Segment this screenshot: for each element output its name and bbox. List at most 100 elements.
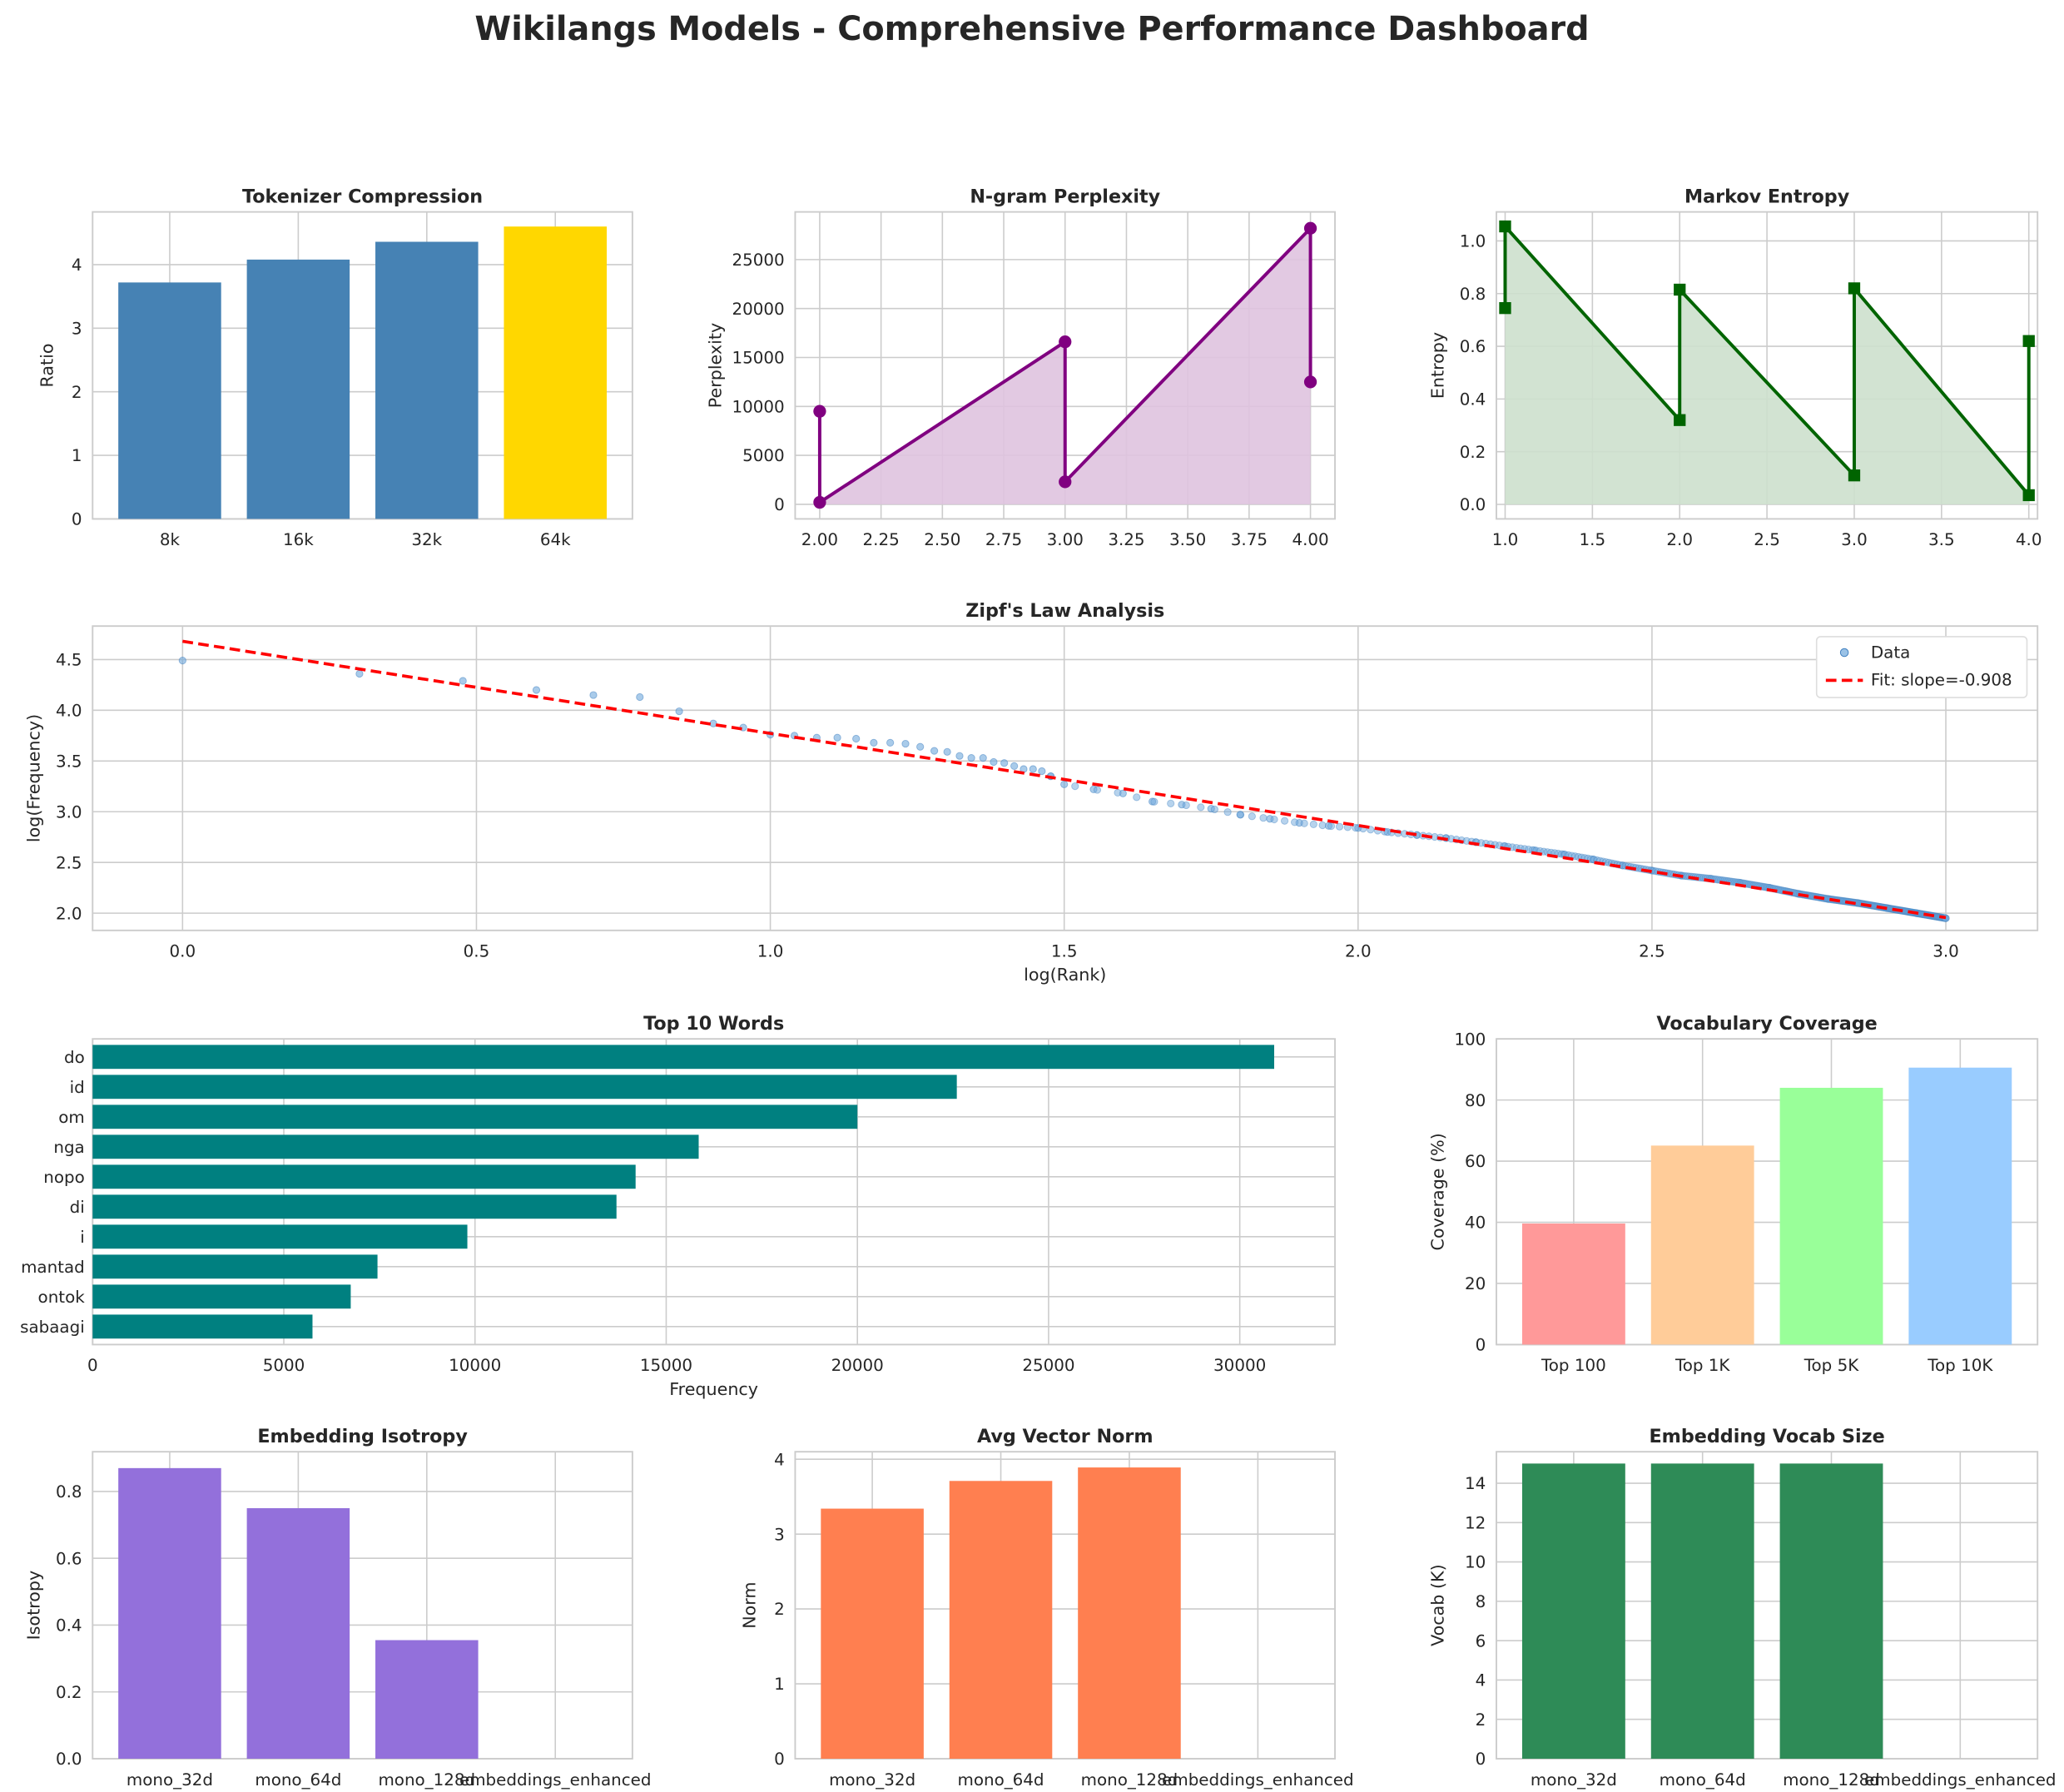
x-tick-label: mono_128d [1783,1770,1880,1790]
legend-marker-data [1839,648,1849,658]
x-tick-label: 3.50 [1169,530,1206,549]
y-tick-label: 1 [774,1675,785,1694]
x-tick-label: Top 5K [1804,1356,1859,1375]
y-tick-label: id [70,1078,85,1097]
y-tick-label: 1.0 [1460,232,1486,251]
chart-title: Markov Entropy [1684,186,1850,207]
data-point [636,692,644,702]
data-point [1236,811,1244,819]
x-tick-label: 5000 [263,1356,305,1375]
x-tick-label: mono_32d [829,1770,915,1790]
x-tick-label: 3.0 [1933,942,1959,961]
y-axis-label: Vocab (K) [1427,1564,1447,1646]
y-tick-label: 0 [72,510,82,529]
y-tick-label: 0.4 [56,1616,82,1636]
y-axis-label: Entropy [1427,332,1447,399]
chart-ent: 1.0 1.5 2.0 2.5 3.0 3.5 4.0 0.0 0.2 0.4 0.6 0.8 1.0 M… [1427,186,2042,549]
y-tick-label: 2.5 [56,853,82,872]
bar-Top 10K [1908,1067,2012,1345]
x-tick-label: 3.25 [1108,530,1144,549]
y-tick-label: 4.0 [56,702,82,721]
bar-do [92,1045,1274,1070]
bar-32k [375,241,479,519]
x-tick-label: 15000 [640,1356,692,1375]
data-point [1038,767,1046,776]
data-point [1318,821,1327,830]
chart-title: Tokenizer Compression [242,186,483,207]
data-point [1071,782,1079,791]
y-tick-label: 3.0 [56,802,82,822]
y-tick-label: 4 [72,256,82,275]
x-tick-label: 2.75 [985,530,1022,549]
data-point [870,738,878,747]
data-point [1280,817,1289,825]
y-tick-label: 0.2 [56,1683,82,1702]
data-point [1059,475,1072,489]
x-tick-label: mono_128d [378,1770,475,1790]
chart-norm: mono_32d mono_64d mono_128dembeddings_enha… [740,1426,1354,1790]
data-point [1210,805,1219,814]
y-tick-label: 4 [1476,1671,1486,1690]
y-tick-label: 0 [1476,1336,1486,1355]
data-point [1848,282,1861,295]
y-tick-label: 12 [1465,1513,1486,1532]
x-tick-label: 64k [540,530,571,549]
y-axis-label: Ratio [37,343,57,387]
bar-Top 5K [1779,1087,1883,1345]
y-tick-label: i [80,1228,85,1247]
x-axis-label: log(Rank) [1024,965,1106,985]
x-tick-label: mono_64d [1660,1770,1746,1790]
y-tick-label: 0 [1476,1750,1486,1769]
data-point [589,691,598,699]
data-point [1848,469,1861,482]
legend-label-fit: Fit: slope=-0.908 [1871,671,2012,690]
y-tick-label: 5000 [742,446,785,465]
x-tick-label: 2.00 [801,530,838,549]
bar-Top 100 [1521,1223,1625,1345]
y-tick-label: 2.0 [56,904,82,923]
data-point [1309,820,1317,829]
y-tick-label: 40 [1465,1214,1486,1233]
data-point [990,757,998,767]
y-tick-label: 1 [72,446,82,465]
chart-ppl: 2.00 2.25 2.50 2.75 3.00 3.25 3.50 3.75 4.00 0 500… [705,186,1337,549]
y-tick-label: 4 [774,1450,785,1469]
x-tick-label: 2.0 [1345,942,1372,961]
y-tick-label: 0.0 [56,1750,82,1769]
bar-ontok [92,1284,351,1309]
x-tick-label: 3.75 [1231,530,1268,549]
data-point [355,669,364,678]
x-tick-label: 3.00 [1047,530,1084,549]
x-tick-label: 30000 [1213,1356,1266,1375]
bar-id [92,1075,957,1100]
data-point [1133,793,1141,802]
data-point [916,742,925,751]
series-line [1503,221,2031,500]
x-tick-label: mono_32d [127,1770,213,1790]
y-tick-label: 0.2 [1460,443,1486,462]
chart-cov: Top 100 Top 1K Top 5K Top 10K 0 20 40 60 80 100 Vo… [1427,1013,2039,1375]
fit-line [182,639,1947,920]
y-tick-label: 0.4 [1460,390,1486,410]
y-tick-label: 25000 [732,251,785,270]
x-tick-label: 4.0 [2016,530,2042,549]
x-tick-label: embeddings_enhanced [1162,1770,1353,1790]
y-tick-label: 20 [1465,1274,1486,1293]
data-point [1150,797,1159,806]
series-line [817,224,1312,506]
data-point [833,733,841,742]
x-tick-label: 0.0 [170,942,196,961]
x-tick-label: mono_32d [1531,1770,1617,1790]
data-point [979,754,987,762]
x-tick-label: 25000 [1022,1356,1074,1375]
x-tick-label: 4.00 [1292,530,1328,549]
y-tick-label: di [70,1198,85,1217]
bar-mono_32d [821,1508,924,1760]
data-point [943,747,951,756]
bar-64k [504,226,608,519]
x-tick-label: 16k [283,530,314,549]
chart-tok: 8k 16k 32k 64k 0 1 2 3 4 Tokenizer Compression Rat… [37,186,633,549]
chart-title: Avg Vector Norm [977,1426,1154,1447]
chart-vocab: mono_32d mono_64d mono_128dembeddings_enha… [1427,1426,2056,1790]
